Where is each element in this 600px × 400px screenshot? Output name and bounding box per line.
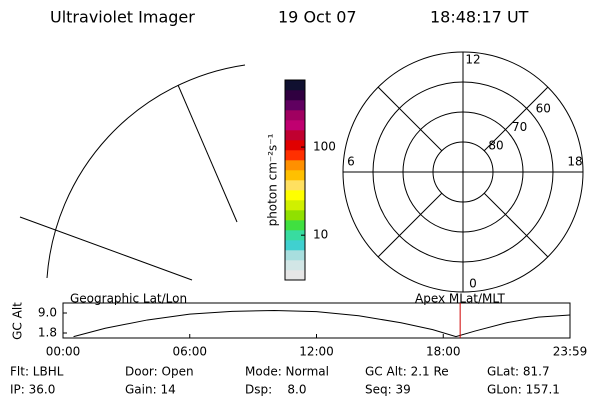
colorbar-cell bbox=[285, 90, 305, 101]
left-label: Geographic Lat/Lon bbox=[70, 292, 187, 306]
colorbar-cell bbox=[285, 120, 305, 131]
colorbar-cell bbox=[285, 180, 305, 191]
geo-line bbox=[19, 216, 193, 281]
info-field: Door: Open bbox=[125, 365, 194, 379]
polar-diagonal bbox=[377, 86, 443, 152]
time: 18:48:17 UT bbox=[430, 8, 529, 27]
colorbar-cell bbox=[285, 270, 305, 281]
plot-frame bbox=[62, 302, 571, 339]
geo-arc bbox=[46, 64, 246, 279]
colorbar-frame bbox=[284, 79, 306, 281]
colorbar-tick-label: 10 bbox=[313, 228, 328, 242]
info-field: GC Alt: 2.1 Re bbox=[365, 365, 449, 379]
x-tick-label: 12:00 bbox=[299, 345, 334, 359]
polar-diagonal bbox=[377, 192, 443, 258]
colorbar-cell bbox=[285, 110, 305, 121]
x-tick-label: 23:59 bbox=[553, 345, 588, 359]
polar-ring-label: 70 bbox=[512, 120, 527, 134]
info-field: Mode: Normal bbox=[245, 365, 329, 379]
altitude-line bbox=[73, 309, 571, 338]
y-axis-label: GC Alt bbox=[11, 302, 25, 340]
polar-diagonal bbox=[483, 86, 549, 152]
colorbar-cell bbox=[285, 150, 305, 161]
colorbar-cell bbox=[285, 230, 305, 241]
info-field: Gain: 14 bbox=[125, 383, 176, 397]
title: Ultraviolet Imager bbox=[50, 8, 195, 27]
info-field: Dsp: 8.0 bbox=[245, 383, 307, 397]
x-tick-label: 18:00 bbox=[426, 345, 461, 359]
colorbar-cell bbox=[285, 200, 305, 211]
colorbar-cell bbox=[285, 170, 305, 181]
colorbar-cell bbox=[285, 260, 305, 271]
date: 19 Oct 07 bbox=[278, 8, 357, 27]
geo-panel bbox=[19, 64, 246, 281]
polar-theta-label: 0 bbox=[469, 277, 477, 291]
colorbar-cell bbox=[285, 210, 305, 221]
y-tick-label: 1.8 bbox=[38, 326, 57, 340]
y-tick-label: 9.0 bbox=[38, 306, 57, 320]
polar-diagonal bbox=[483, 192, 549, 258]
colorbar-cell bbox=[285, 250, 305, 261]
polar-ring-label: 80 bbox=[488, 139, 503, 153]
colorbar-cell bbox=[285, 190, 305, 201]
colorbar-cell bbox=[285, 80, 305, 91]
x-tick-label: 00:00 bbox=[46, 345, 81, 359]
info-field: Flt: LBHL bbox=[10, 365, 64, 379]
polar-ring-label: 60 bbox=[536, 102, 551, 116]
colorbar-cell bbox=[285, 220, 305, 231]
colorbar-cell bbox=[285, 140, 305, 151]
polar-theta-label: 18 bbox=[567, 155, 582, 169]
info-field: Seq: 39 bbox=[365, 383, 411, 397]
polar-theta-label: 12 bbox=[465, 53, 480, 67]
colorbar-cell bbox=[285, 130, 305, 141]
colorbar-cell bbox=[285, 100, 305, 111]
colorbar-tick-label: 100 bbox=[313, 140, 336, 154]
polar-theta-label: 6 bbox=[347, 155, 355, 169]
geo-line bbox=[177, 84, 238, 223]
colorbar-cell bbox=[285, 240, 305, 251]
info-field: IP: 36.0 bbox=[10, 383, 55, 397]
info-field: GLon: 157.1 bbox=[487, 383, 560, 397]
info-field: GLat: 81.7 bbox=[487, 365, 550, 379]
right-label: Apex MLat/MLT bbox=[415, 292, 505, 306]
x-tick-label: 06:00 bbox=[172, 345, 207, 359]
colorbar-cell bbox=[285, 160, 305, 171]
colorbar-label: photon cm⁻²s⁻¹ bbox=[266, 133, 280, 226]
